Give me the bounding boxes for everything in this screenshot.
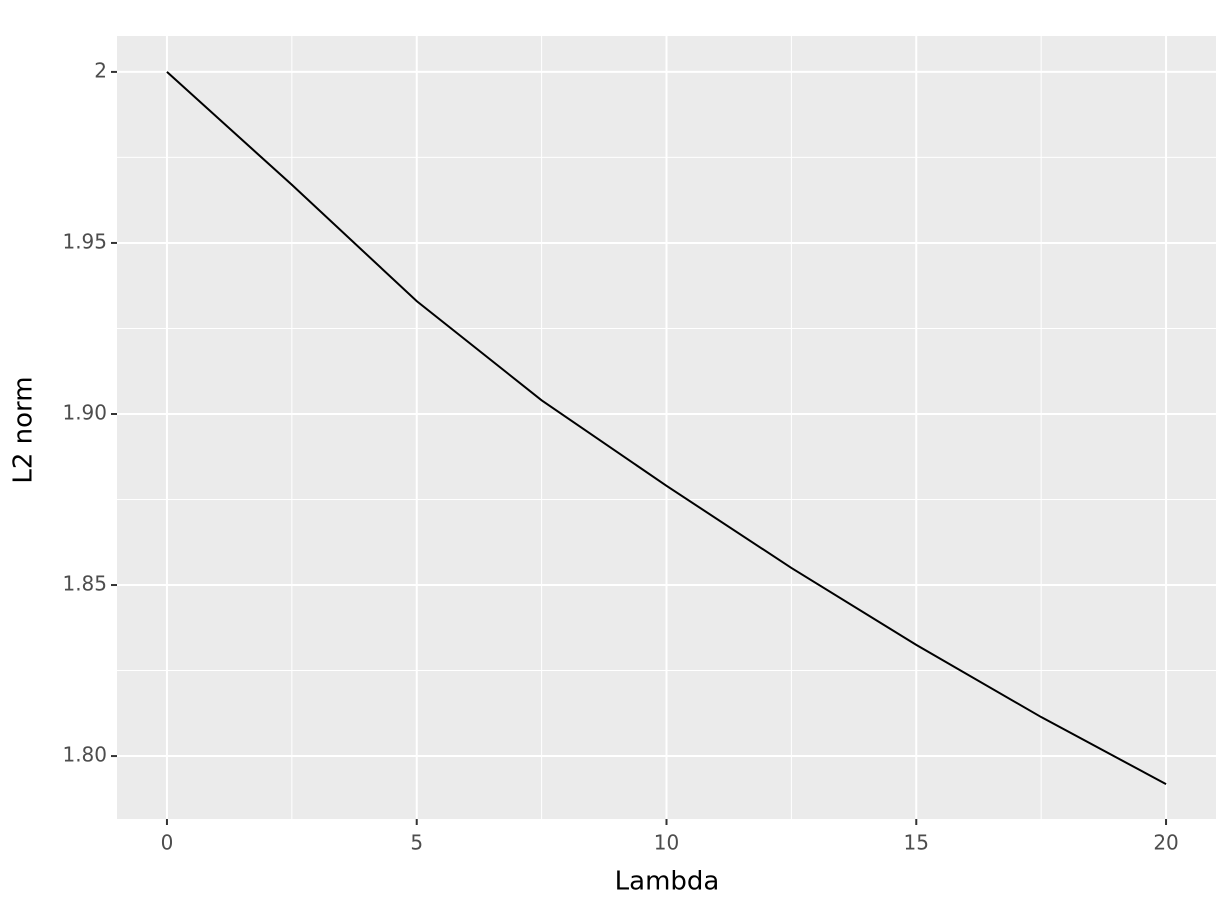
x-tick-label: 5 (410, 831, 423, 855)
y-tick-label: 2 (94, 58, 107, 82)
x-tick-label: 20 (1153, 831, 1178, 855)
line (166, 71, 1167, 785)
x-tick-label: 10 (654, 831, 679, 855)
x-axis-title: Lambda (615, 867, 720, 897)
y-tick-label: 1.85 (62, 572, 107, 596)
y-tick-label: 1.95 (62, 229, 107, 253)
x-tick-label: 15 (904, 831, 929, 855)
y-tick-label: 1.80 (62, 743, 107, 767)
x-tick-label: 0 (161, 831, 174, 855)
y-tick-label: 1.90 (62, 400, 107, 424)
y-axis-title: L2 norm (9, 376, 39, 483)
